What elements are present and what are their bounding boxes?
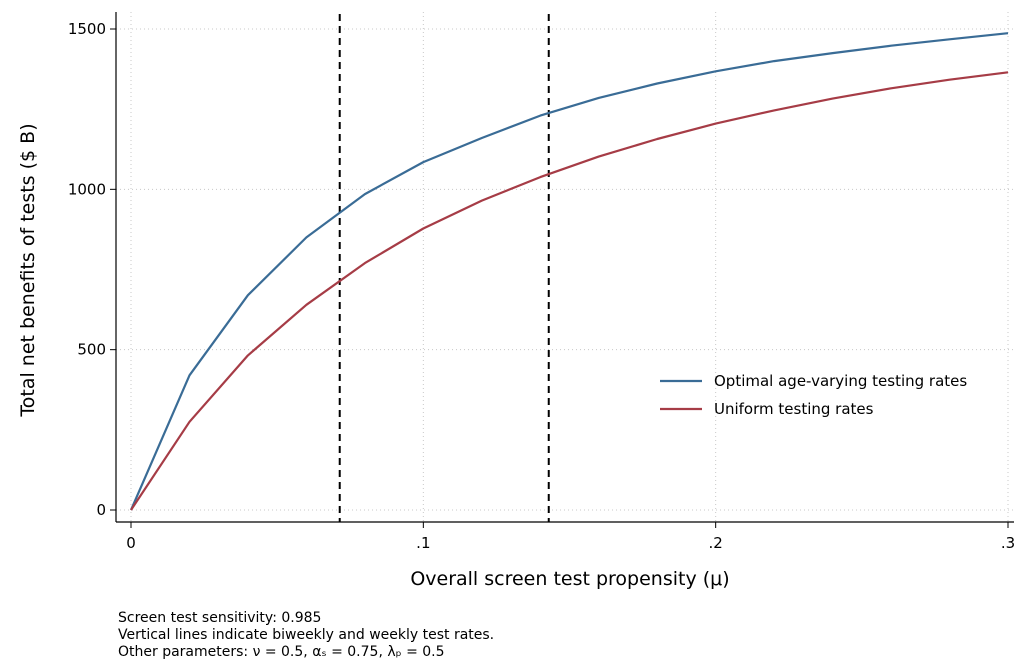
y-axis-label: Total net benefits of tests ($ B) (17, 123, 39, 417)
chart-notes: Screen test sensitivity: 0.985 Vertical … (118, 610, 494, 661)
y-tick-label-3: 1500 (68, 20, 106, 38)
grid-lines (116, 12, 1014, 522)
x-tick-label-2: .2 (709, 534, 723, 552)
note-vertical-lines: Vertical lines indicate biweekly and wee… (118, 627, 495, 643)
legend-label-0: Optimal age-varying testing rates (714, 372, 967, 390)
note-sensitivity: Screen test sensitivity: 0.985 (118, 610, 322, 626)
axes (115, 12, 1014, 523)
reference-lines (338, 14, 550, 522)
series-lines (129, 32, 1009, 511)
x-tick-label-0: 0 (126, 534, 136, 552)
note-parameters: Other parameters: ν = 0.5, αₛ = 0.75, λₚ… (118, 644, 445, 660)
series-line-0 (129, 32, 1009, 511)
y-tick-label-1: 500 (77, 341, 106, 359)
y-tick-label-2: 1000 (68, 180, 106, 198)
legend: Optimal age-varying testing rates Uniform… (660, 372, 967, 418)
y-tick-label-0: 0 (96, 501, 106, 519)
chart: 0 .1 .2 .3 0 500 1000 1500 Overall screen test … (17, 12, 1015, 590)
tick-labels: 0 .1 .2 .3 0 500 1000 1500 (68, 20, 1015, 552)
x-axis-label: Overall screen test propensity (μ) (410, 568, 729, 590)
x-tick-label-3: .3 (1001, 534, 1015, 552)
legend-label-1: Uniform testing rates (714, 400, 874, 418)
x-tick-label-1: .1 (416, 534, 430, 552)
series-line-1 (130, 71, 1009, 511)
